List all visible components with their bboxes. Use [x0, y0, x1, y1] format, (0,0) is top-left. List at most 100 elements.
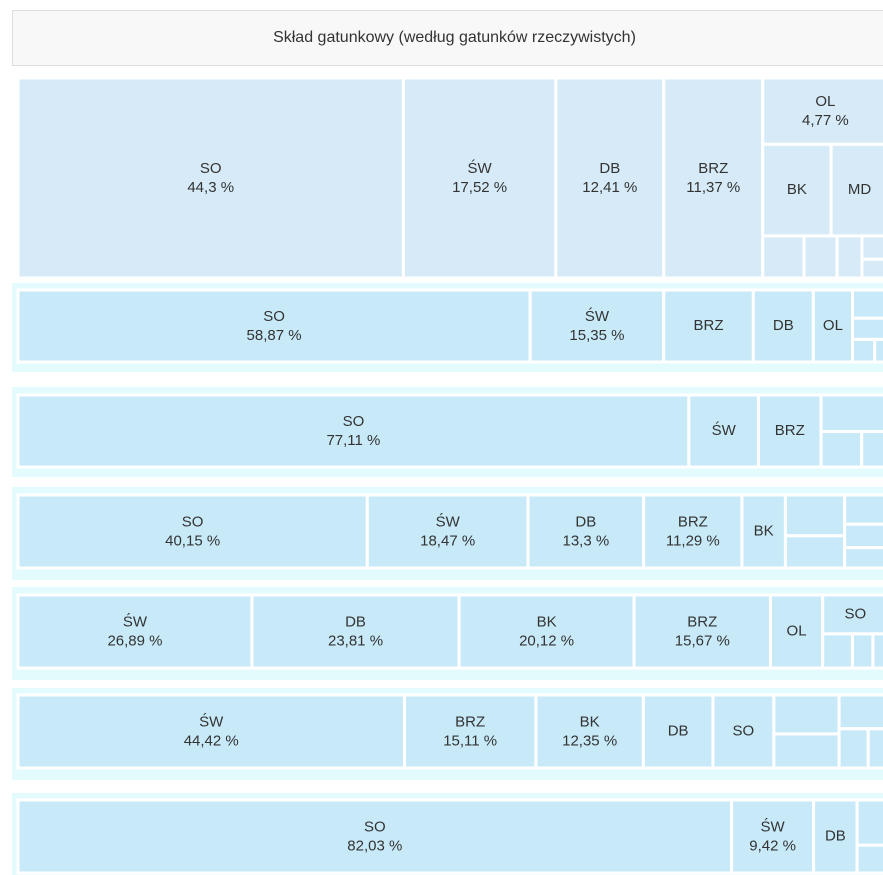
- cell: [851, 337, 877, 364]
- cell: [761, 234, 806, 280]
- cell-value: 12,35 %: [562, 732, 617, 749]
- treemap: SO 58,87 % ŚW 15,35 % BRZ DB OL: [12, 283, 883, 372]
- cell: [16, 593, 254, 670]
- cell-label: BRZ: [678, 513, 708, 530]
- cell-label: ŚW: [468, 159, 493, 177]
- cell-label: OL: [823, 317, 843, 334]
- cell: [851, 316, 883, 341]
- cell: [843, 522, 883, 550]
- cell: [250, 593, 461, 670]
- cell: [783, 534, 847, 570]
- cell-label: BK: [537, 613, 557, 630]
- cell: [860, 430, 883, 469]
- cell-label: BRZ: [687, 613, 717, 630]
- cell: [687, 393, 760, 469]
- treemap: SO 82,03 % ŚW 9,42 % DB: [12, 793, 883, 875]
- cell: [873, 337, 883, 364]
- cell-label: ŚW: [123, 612, 148, 630]
- cell: [554, 76, 666, 280]
- cell-label: SO: [263, 308, 285, 325]
- cell: [850, 632, 875, 670]
- cell-value: 58,87 %: [247, 327, 302, 344]
- cell-label: ŚW: [436, 512, 461, 530]
- cell-label: SO: [364, 818, 386, 835]
- cell: [772, 732, 841, 770]
- cell-value: 44,3 %: [187, 179, 234, 196]
- cell: [843, 493, 883, 526]
- cell-label: BRZ: [455, 713, 485, 730]
- cell: [365, 493, 530, 570]
- cell-label: MD: [848, 181, 871, 198]
- cell: [401, 76, 558, 280]
- treemap: SO 40,15 % ŚW 18,47 % DB 13,3 % BRZ 11,29 % BK: [12, 487, 883, 580]
- cell-value: 17,52 %: [452, 179, 507, 196]
- cell-value: 15,35 %: [569, 327, 624, 344]
- cell: [835, 234, 864, 280]
- treemap: SO 77,11 % ŚW BRZ: [12, 387, 883, 477]
- cell: [711, 693, 776, 770]
- treemap: ŚW 26,89 % DB 23,81 % BK 20,12 % BRZ 15,67 % OL S…: [12, 587, 883, 680]
- cell: [851, 288, 883, 320]
- cell-value: 20,12 %: [519, 632, 574, 649]
- cell-value: 9,42 %: [749, 837, 796, 854]
- cell: [819, 430, 864, 469]
- cell: [534, 693, 645, 770]
- cell: [772, 693, 841, 736]
- cell: [751, 288, 815, 364]
- cell: [783, 493, 847, 538]
- cell-value: 15,67 %: [675, 632, 730, 649]
- cell-label: SO: [343, 413, 365, 430]
- cell: [843, 546, 883, 570]
- cell-value: 77,11 %: [326, 432, 380, 449]
- cell: [632, 593, 772, 670]
- cell-label: DB: [825, 827, 846, 844]
- cell-value: 44,42 %: [184, 732, 239, 749]
- cell: [855, 843, 883, 875]
- cell: [768, 593, 825, 670]
- cell-value: 82,03 %: [347, 837, 402, 854]
- cell-label: BK: [580, 713, 600, 730]
- cell: [855, 798, 883, 847]
- cell-label: BRZ: [698, 160, 728, 177]
- cell-label: ŚW: [761, 817, 786, 835]
- cell: [457, 593, 636, 670]
- cell-label: ŚW: [585, 307, 610, 325]
- cell-label: SO: [844, 605, 866, 622]
- cell: [730, 798, 816, 875]
- treemap: ŚW 44,42 % BRZ 15,11 % BK 12,35 % DB SO: [12, 688, 883, 780]
- cell: [16, 288, 532, 364]
- chart-title: Skład gatunkowy (według gatunków rzeczyw…: [12, 10, 883, 66]
- cell-label: ŚW: [199, 712, 224, 730]
- cell: [860, 234, 883, 261]
- cell: [740, 493, 787, 570]
- treemap: SO 44,3 % ŚW 17,52 % DB 12,41 % BRZ 11,37 % OL 4,…: [16, 76, 883, 280]
- cell-value: 12,41 %: [582, 179, 637, 196]
- cell-value: 13,3 %: [562, 532, 609, 549]
- cell: [16, 76, 405, 280]
- cell-value: 23,81 %: [328, 632, 383, 649]
- cell-label: BK: [787, 181, 807, 198]
- cell: [837, 693, 883, 731]
- cell-value: 11,37 %: [686, 179, 740, 196]
- cell-label: OL: [815, 93, 835, 110]
- cell: [16, 393, 691, 469]
- cell: [819, 393, 883, 434]
- cell-value: 4,77 %: [802, 112, 849, 129]
- cell-label: BRZ: [694, 317, 724, 334]
- cell-label: DB: [599, 160, 620, 177]
- cell-label: ŚW: [712, 421, 737, 439]
- cell-value: 40,15 %: [165, 532, 220, 549]
- cell: [812, 798, 859, 875]
- cell-label: BRZ: [775, 422, 805, 439]
- cell-value: 18,47 %: [420, 532, 475, 549]
- cell: [16, 693, 406, 770]
- cell: [756, 393, 823, 469]
- cell-label: DB: [345, 613, 366, 630]
- cell-label: OL: [787, 622, 807, 639]
- cell: [802, 234, 839, 280]
- cell: [16, 798, 734, 875]
- cell-label: DB: [668, 722, 689, 739]
- cell: [871, 632, 883, 670]
- cell-value: 26,89 %: [107, 632, 162, 649]
- cell-label: SO: [200, 160, 222, 177]
